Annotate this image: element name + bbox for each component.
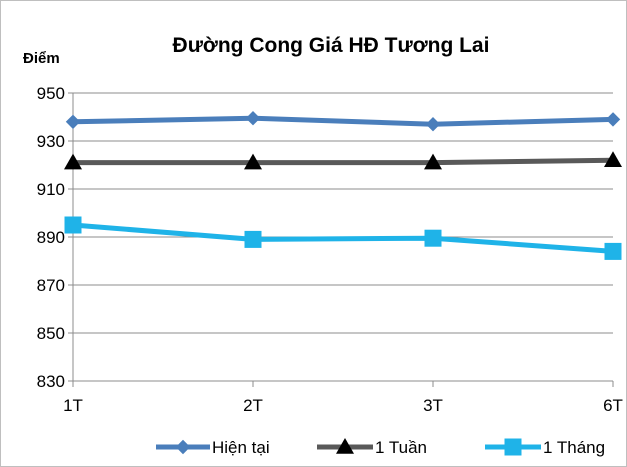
y-tick-label-910: 910 xyxy=(37,180,65,199)
data-point-1-1T xyxy=(65,114,81,130)
series-2 xyxy=(64,151,622,170)
data-point-2-3T xyxy=(424,153,442,170)
legend-marker-2 xyxy=(336,438,354,454)
series-line-1 xyxy=(70,115,616,127)
series-3 xyxy=(64,216,622,260)
x-tick-label-6T: 6T xyxy=(603,396,623,415)
data-point-2-1T xyxy=(64,153,82,170)
data-point-3-6T xyxy=(604,242,622,260)
data-point-2-2T xyxy=(244,153,262,170)
legend-entry-2: 1 Tuần xyxy=(317,438,427,457)
gridlines xyxy=(73,92,613,334)
legend-marker-3 xyxy=(504,438,522,456)
legend-label-1: Hiện tại xyxy=(212,438,270,457)
axes: 830 850 870 890 910 930 950 1T 2T 3T 6T xyxy=(37,84,623,415)
data-point-2-6T xyxy=(604,151,622,167)
y-tick-label-890: 890 xyxy=(37,228,65,247)
y-tick-label-830: 830 xyxy=(37,372,65,391)
data-point-1-3T xyxy=(425,116,441,132)
y-tick-label-930: 930 xyxy=(37,132,65,151)
chart-title: Đường Cong Giá HĐ Tương Lai xyxy=(173,34,490,57)
data-point-1-6T xyxy=(605,112,621,127)
legend-marker-1 xyxy=(175,439,191,455)
y-tick-label-950: 950 xyxy=(37,84,65,103)
data-point-1-2T xyxy=(245,110,261,126)
y-tick-label-870: 870 xyxy=(37,276,65,295)
x-tick-label-1T: 1T xyxy=(63,396,83,415)
series-line-2 xyxy=(70,157,616,166)
legend-label-3: 1 Tháng xyxy=(543,438,605,457)
legend-entry-3: 1 Tháng xyxy=(485,438,605,457)
series-1 xyxy=(65,110,621,132)
data-point-3-3T xyxy=(424,229,442,247)
series-layer xyxy=(64,110,622,260)
data-point-3-1T xyxy=(64,216,82,234)
legend: Hiện tại 1 Tuần 1 Tháng xyxy=(156,438,605,457)
x-tick-label-2T: 2T xyxy=(243,396,263,415)
data-point-3-2T xyxy=(244,230,262,248)
y-tick-label-850: 850 xyxy=(37,324,65,343)
series-line-3 xyxy=(70,222,616,254)
x-tick-label-3T: 3T xyxy=(423,396,443,415)
y-axis-label: Điểm xyxy=(23,50,60,67)
legend-entry-1: Hiện tại xyxy=(156,438,270,457)
legend-label-2: 1 Tuần xyxy=(375,438,427,457)
